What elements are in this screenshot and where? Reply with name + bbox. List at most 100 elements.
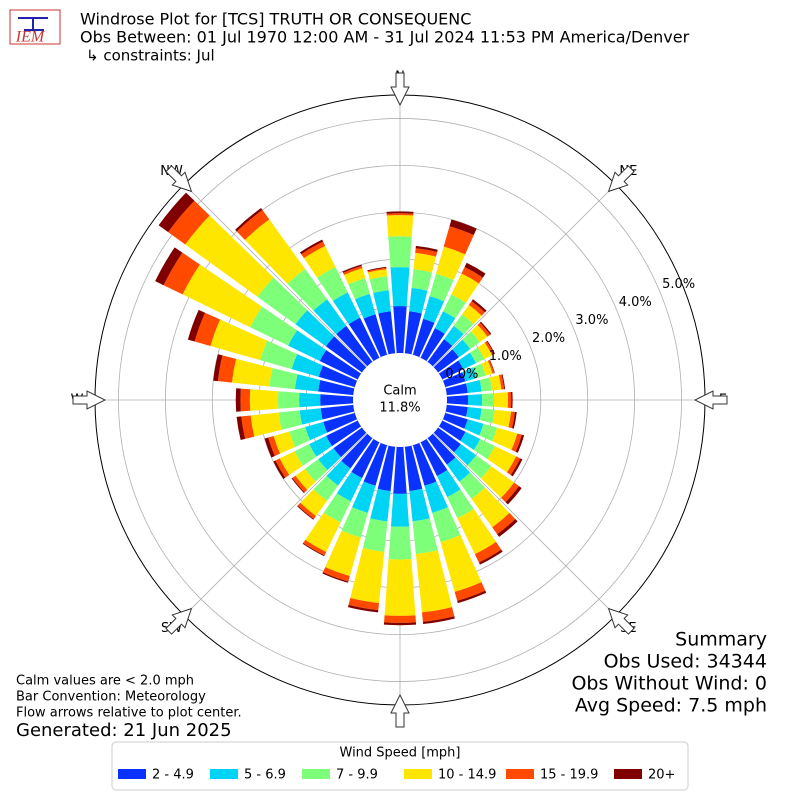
bar-segment	[390, 267, 410, 307]
bar-segment	[297, 505, 314, 520]
bar-segment	[423, 296, 445, 323]
bar-segment	[409, 287, 428, 314]
bar-segment	[411, 269, 433, 291]
bar-segment	[468, 301, 485, 316]
bar-segment	[479, 408, 495, 424]
bar-segment	[320, 394, 354, 406]
bar-segment	[432, 507, 461, 543]
bar-segment	[313, 299, 347, 335]
bar-segment	[507, 392, 512, 408]
bar-segment	[415, 245, 438, 253]
bar-segment	[325, 530, 361, 577]
flow-arrow	[165, 165, 193, 193]
bar-segment	[244, 219, 306, 284]
bar-segment	[182, 264, 263, 328]
bar-segment	[168, 200, 210, 245]
legend-swatch	[302, 769, 330, 779]
summary-line: Avg Speed: 7.5 mph	[575, 695, 767, 717]
logo-border	[9, 9, 61, 45]
grid-line	[432, 432, 616, 616]
bar-segment	[236, 209, 270, 240]
bar-segment	[279, 451, 303, 476]
bar-segment	[433, 349, 459, 373]
flow-arrow	[72, 390, 107, 410]
bar-segment	[438, 360, 464, 380]
logo: IEM	[9, 9, 61, 46]
bar-segment	[404, 445, 423, 492]
bar-segment	[489, 375, 502, 391]
bar-segment	[427, 339, 453, 367]
logo-icon	[18, 17, 48, 31]
grid-line	[184, 432, 368, 616]
bar-segment	[466, 379, 482, 393]
bar-segment	[185, 215, 274, 297]
calm-value: 11.8%	[379, 401, 420, 416]
flow-arrow	[165, 607, 193, 635]
bar-segment	[467, 455, 492, 479]
bar-segment	[250, 412, 282, 437]
bar-segment	[466, 407, 482, 421]
bar-segment	[370, 488, 391, 522]
legend-title: Wind Speed [mph]	[340, 746, 461, 761]
bar-segment	[236, 416, 246, 441]
bar-segment	[210, 319, 268, 361]
legend-swatch	[404, 769, 432, 779]
bar-segment	[420, 328, 445, 362]
bar-segment	[457, 590, 487, 604]
bar-segment	[446, 457, 471, 482]
bar-segment	[333, 427, 367, 458]
bar-segment	[453, 444, 477, 466]
bar-segment	[163, 252, 200, 295]
bar-segment	[438, 420, 466, 441]
bar-segment	[501, 374, 506, 390]
legend-label: 15 - 19.9	[540, 768, 598, 783]
bar-segment	[493, 392, 508, 408]
bar-segment	[240, 388, 251, 412]
bar-segment	[386, 213, 414, 216]
bar-segment	[294, 374, 321, 392]
bar-segment	[512, 411, 517, 429]
bar-segment	[241, 415, 255, 439]
bar-segment	[477, 342, 493, 359]
bar-segment	[415, 550, 453, 613]
bar-segment	[373, 290, 391, 314]
bar-segment	[318, 379, 355, 396]
legend-label: 2 - 4.9	[152, 768, 194, 783]
bar-segment	[383, 622, 417, 626]
bar-segment	[492, 427, 518, 450]
bar-segment	[481, 360, 493, 376]
bar-segment	[445, 404, 468, 417]
summary-line: Obs Used: 34344	[604, 651, 767, 673]
bar-segment	[497, 518, 518, 537]
bar-segment	[351, 438, 380, 479]
bar-segment	[302, 543, 325, 557]
bar-segment	[273, 460, 286, 479]
bar-segment	[464, 262, 486, 278]
bar-segment	[268, 436, 281, 456]
bar-segment	[393, 306, 407, 354]
bar-segment	[348, 597, 380, 611]
bar-segment	[291, 353, 323, 377]
bar-segment	[479, 423, 498, 442]
bar-segment	[342, 264, 362, 273]
chart-subtitle: Obs Between: 01 Jul 1970 12:00 AM - 31 J…	[80, 28, 690, 47]
bar-segment	[295, 468, 316, 490]
bar-segment	[275, 458, 290, 478]
bar-segment	[278, 410, 303, 430]
bar-segment	[326, 420, 362, 447]
summary-title: Summary	[675, 629, 767, 651]
bar-segment	[515, 434, 525, 453]
bar-segment	[273, 431, 296, 454]
bar-segment	[367, 267, 387, 273]
calm-circle	[353, 353, 447, 447]
bar-segment	[412, 318, 435, 358]
bar-segment	[479, 321, 492, 335]
legend-label: 20+	[648, 768, 675, 783]
bar-segment	[388, 236, 412, 268]
bar-segment	[217, 355, 237, 383]
bar-segment	[458, 352, 477, 370]
bar-segment	[445, 383, 468, 396]
bar-segment	[320, 404, 355, 420]
flow-arrow-shape	[693, 390, 728, 410]
bar-segment	[498, 374, 505, 390]
